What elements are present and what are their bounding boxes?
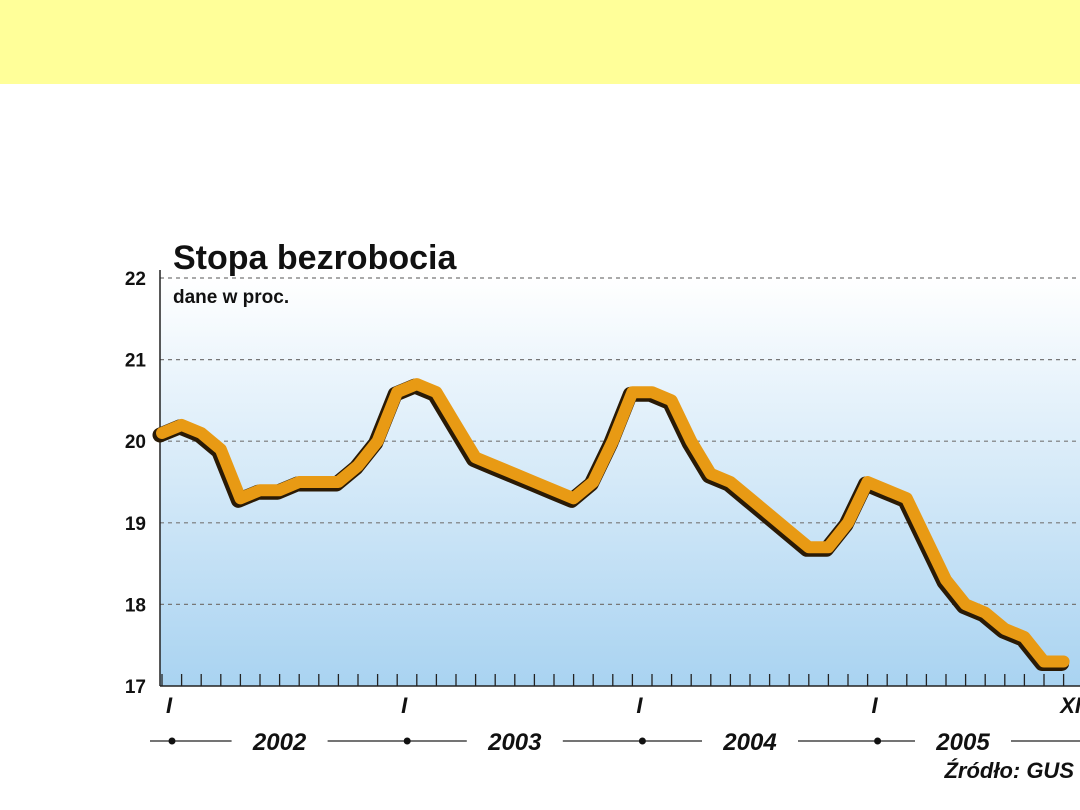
data-point [338, 481, 340, 483]
x-tick-label: I [401, 693, 408, 718]
data-point [730, 481, 732, 483]
data-point [769, 514, 771, 516]
data-point [279, 489, 281, 491]
year-label: 2003 [487, 729, 542, 756]
data-point [396, 391, 398, 393]
y-tick-label: 20 [125, 432, 146, 453]
x-tick-label: I [166, 693, 173, 718]
data-point [965, 604, 967, 606]
x-axis: I I I I XI [159, 270, 1080, 718]
data-point [200, 432, 202, 434]
data-point [749, 498, 751, 500]
data-point [377, 440, 379, 442]
year-label-bg [231, 725, 328, 757]
year-label-bg [915, 725, 1011, 757]
x-tick-label: XI [1058, 693, 1080, 718]
banner [0, 0, 1080, 84]
chart-title: Stopa bezrobocia [173, 239, 457, 277]
data-point [984, 612, 986, 614]
year-label: 2004 [722, 729, 776, 756]
data-point [788, 530, 790, 532]
series-line [156, 378, 1070, 668]
series-unemployment [152, 378, 1070, 671]
y-tick-label: 17 [125, 677, 146, 698]
data-point [828, 546, 830, 548]
data-point [514, 473, 516, 475]
year-axis: 2002 2003 2004 2005 [150, 725, 1080, 757]
data-point [259, 489, 261, 491]
data-point [475, 457, 477, 459]
data-point [298, 481, 300, 483]
data-point [534, 481, 536, 483]
year-label-bg [466, 725, 563, 757]
data-point [926, 538, 928, 540]
data-point [416, 383, 418, 385]
data-point [710, 473, 712, 475]
gridlines [160, 277, 1080, 606]
data-point [1004, 628, 1006, 630]
data-point [847, 522, 849, 524]
data-point [357, 465, 359, 467]
data-point [632, 391, 634, 393]
year-label-bg [702, 725, 798, 757]
data-point [906, 498, 908, 500]
year-label: 2002 [252, 729, 307, 756]
data-point [808, 546, 810, 548]
chart-subtitle: dane w proc. [173, 287, 289, 308]
y-tick-label: 22 [125, 269, 146, 290]
data-point [455, 424, 457, 426]
data-point [1024, 636, 1026, 638]
data-point [886, 489, 888, 491]
data-point [867, 481, 869, 483]
data-point [671, 400, 673, 402]
data-point [945, 579, 947, 581]
data-point [240, 498, 242, 500]
data-point [161, 432, 163, 434]
x-tick-label: I [636, 693, 643, 718]
data-point [436, 391, 438, 393]
data-point [553, 489, 555, 491]
data-point [1043, 661, 1045, 663]
data-point [1063, 661, 1065, 663]
year-label: 2005 [935, 729, 990, 756]
y-tick-label: 21 [125, 351, 147, 372]
year-start-dot [638, 737, 646, 745]
source-note: Źródło: GUS [943, 758, 1074, 783]
data-point [181, 424, 183, 426]
data-point [573, 498, 575, 500]
data-point [690, 440, 692, 442]
year-start-dot [874, 737, 882, 745]
data-point [494, 465, 496, 467]
year-start-dot [168, 737, 176, 745]
data-point [612, 440, 614, 442]
data-point [592, 481, 594, 483]
x-tick-label: I [872, 693, 879, 718]
data-point [318, 481, 320, 483]
y-tick-label: 18 [125, 595, 146, 616]
y-axis: 17 18 19 20 21 22 [125, 269, 147, 698]
year-start-dot [403, 737, 411, 745]
y-tick-label: 19 [125, 514, 146, 535]
data-point [220, 449, 222, 451]
data-point [651, 391, 653, 393]
